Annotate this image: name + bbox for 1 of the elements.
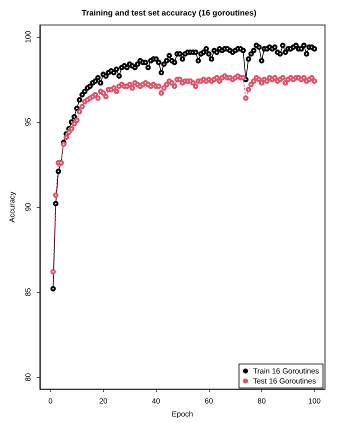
chart-title: Training and test set accuracy (16 goroutines): [82, 8, 257, 18]
